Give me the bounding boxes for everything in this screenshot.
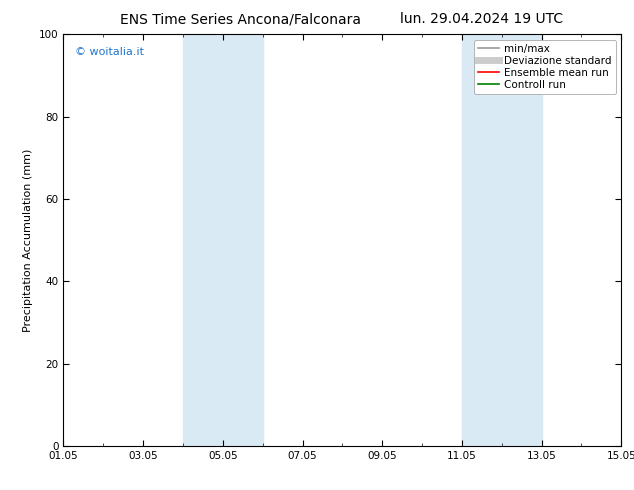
Legend: min/max, Deviazione standard, Ensemble mean run, Controll run: min/max, Deviazione standard, Ensemble m…	[474, 40, 616, 94]
Bar	[183, 34, 262, 446]
Text: © woitalia.it: © woitalia.it	[75, 47, 143, 57]
Y-axis label: Precipitation Accumulation (mm): Precipitation Accumulation (mm)	[23, 148, 34, 332]
Text: lun. 29.04.2024 19 UTC: lun. 29.04.2024 19 UTC	[400, 12, 564, 26]
Bar	[462, 34, 541, 446]
Text: ENS Time Series Ancona/Falconara: ENS Time Series Ancona/Falconara	[120, 12, 361, 26]
